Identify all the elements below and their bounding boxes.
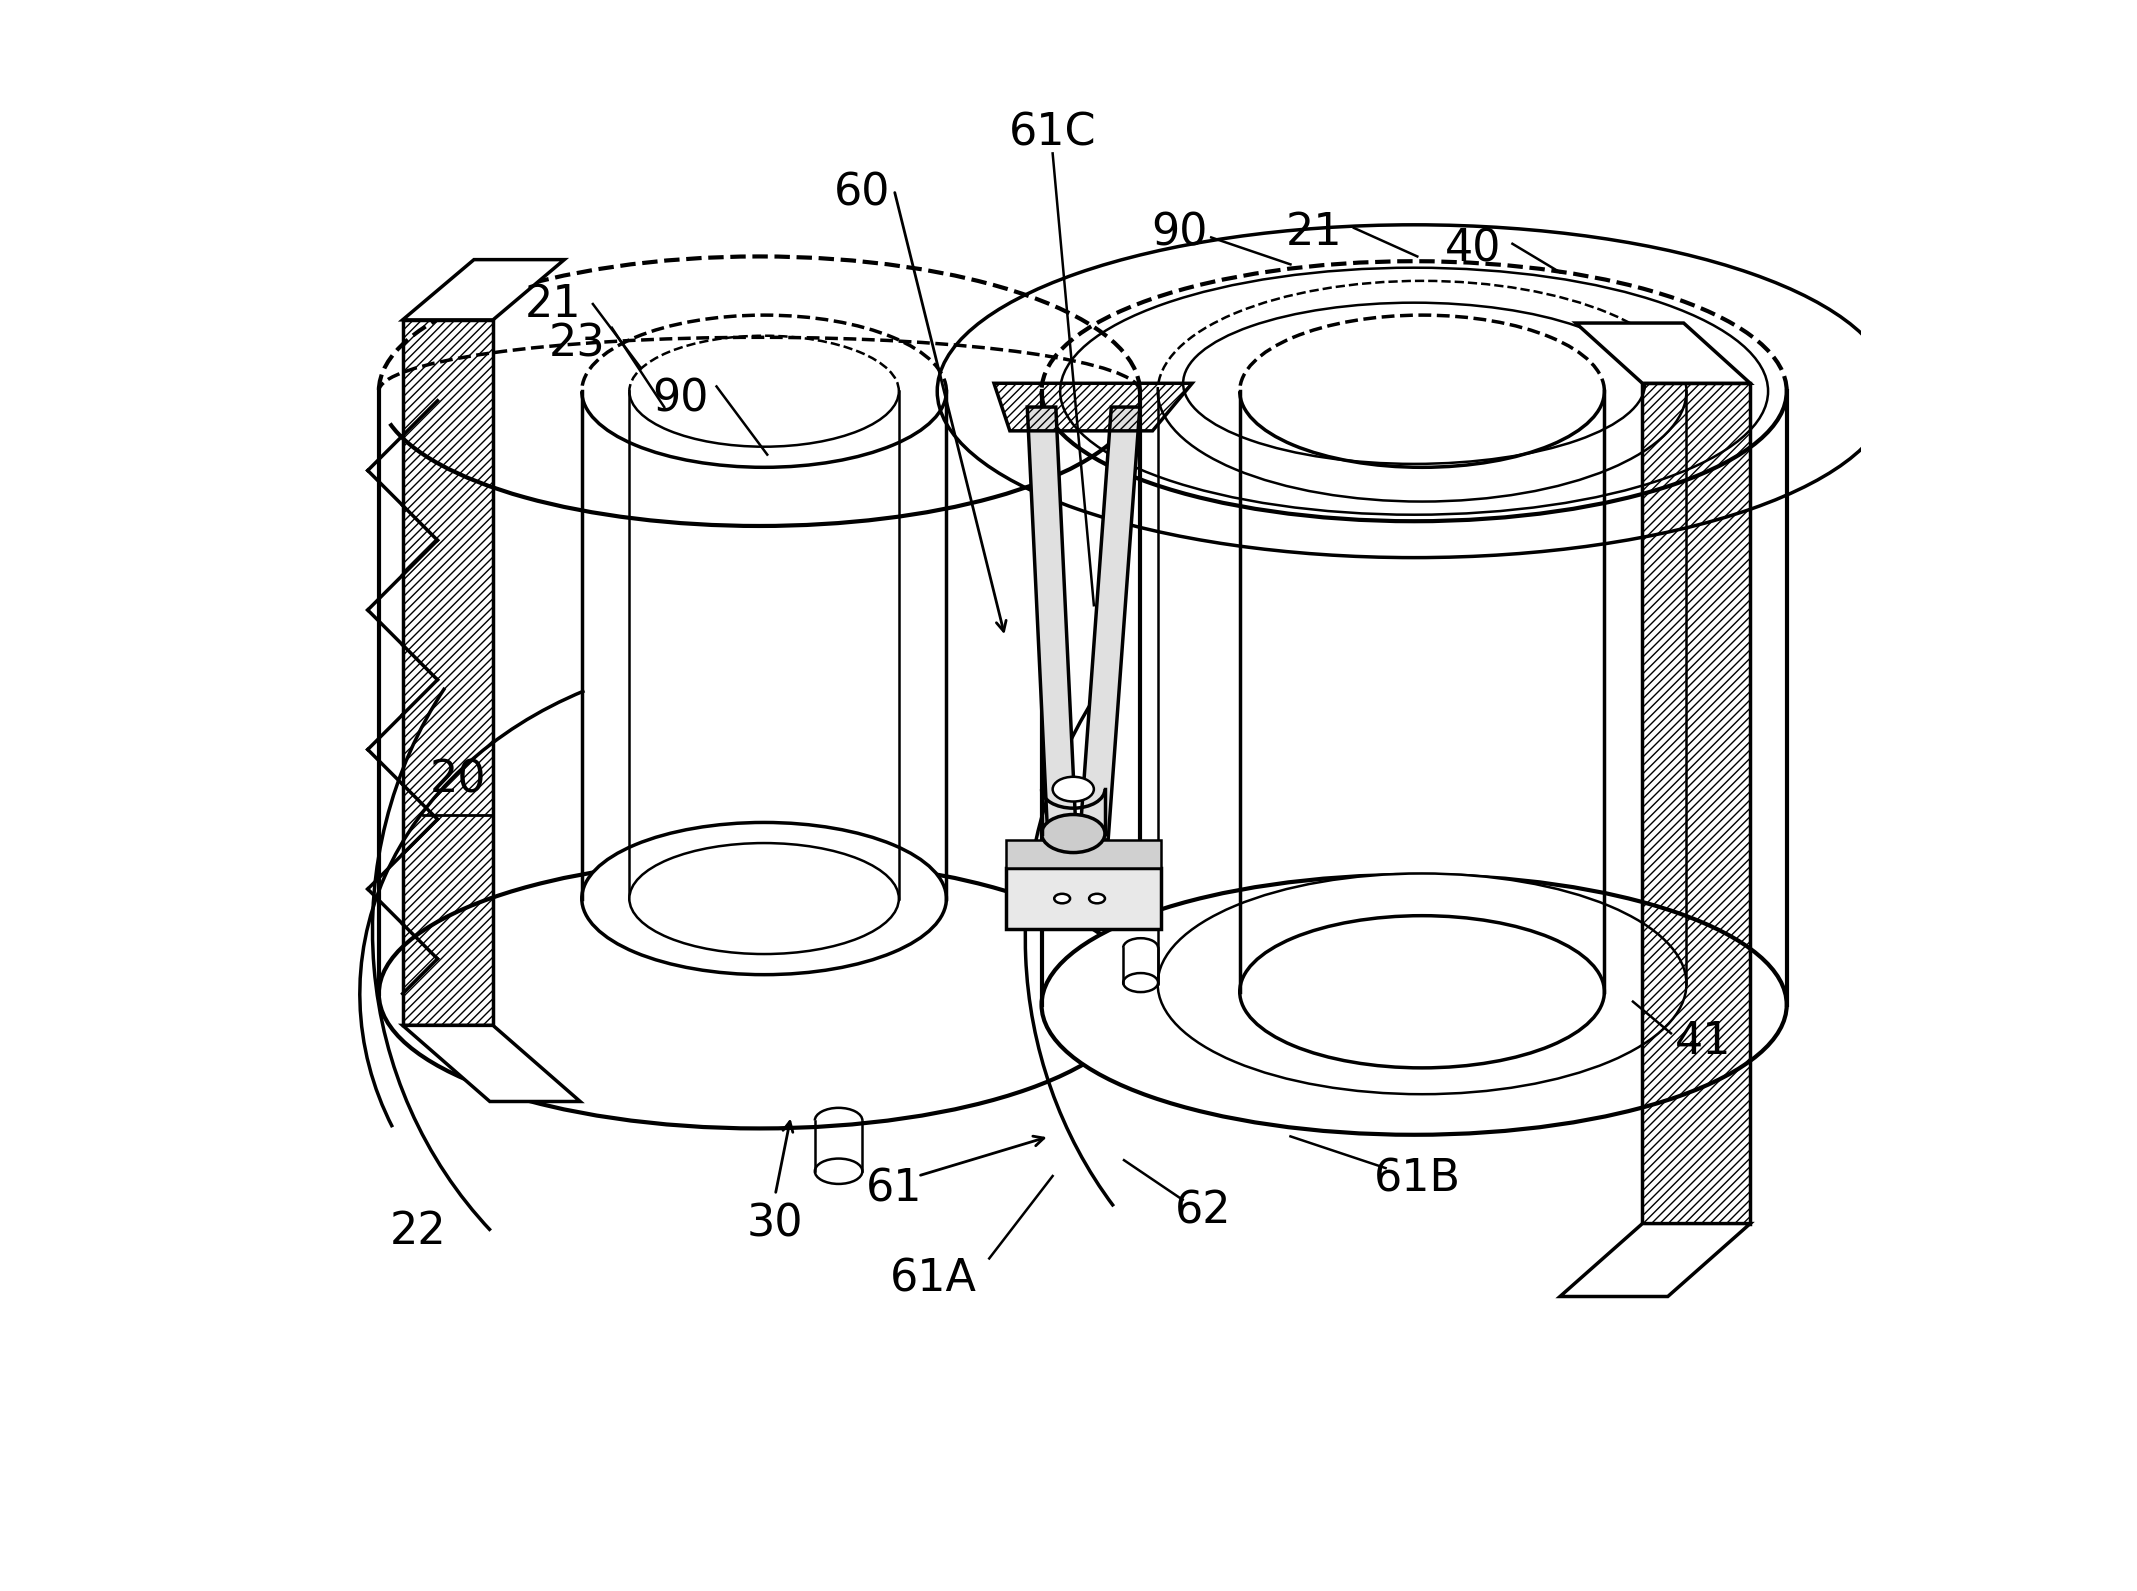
Polygon shape [402, 1025, 579, 1101]
Ellipse shape [814, 1158, 863, 1184]
Polygon shape [402, 259, 564, 320]
Ellipse shape [1054, 776, 1094, 802]
Text: 61A: 61A [891, 1257, 977, 1300]
Polygon shape [1560, 1223, 1750, 1297]
Ellipse shape [938, 224, 1891, 557]
Text: 62: 62 [1175, 1190, 1231, 1233]
Polygon shape [1028, 407, 1077, 840]
Ellipse shape [378, 859, 1139, 1128]
Text: 21: 21 [526, 283, 581, 326]
Polygon shape [1079, 407, 1139, 840]
Text: 22: 22 [391, 1211, 447, 1254]
Ellipse shape [1158, 873, 1686, 1095]
Text: 61: 61 [865, 1168, 923, 1211]
Text: 20: 20 [430, 759, 487, 802]
Ellipse shape [1184, 302, 1645, 465]
Text: 90: 90 [1152, 212, 1207, 255]
Ellipse shape [1090, 894, 1105, 904]
Text: 90: 90 [652, 377, 707, 420]
Ellipse shape [1239, 916, 1605, 1068]
Text: 60: 60 [833, 172, 891, 215]
Text: 61B: 61B [1374, 1158, 1462, 1201]
Polygon shape [1575, 323, 1750, 383]
Text: 21: 21 [1286, 212, 1342, 255]
Ellipse shape [628, 843, 900, 955]
Ellipse shape [1041, 875, 1787, 1134]
Ellipse shape [1041, 815, 1105, 853]
Text: 61C: 61C [1009, 111, 1096, 154]
Ellipse shape [1124, 974, 1158, 993]
Ellipse shape [1054, 894, 1071, 904]
Text: 23: 23 [549, 321, 605, 366]
Polygon shape [1007, 840, 1160, 869]
Text: 30: 30 [746, 1203, 804, 1246]
Ellipse shape [1060, 267, 1767, 515]
Ellipse shape [581, 823, 947, 975]
Text: 41: 41 [1675, 1020, 1731, 1063]
Polygon shape [1007, 869, 1160, 929]
Text: 40: 40 [1445, 228, 1500, 270]
